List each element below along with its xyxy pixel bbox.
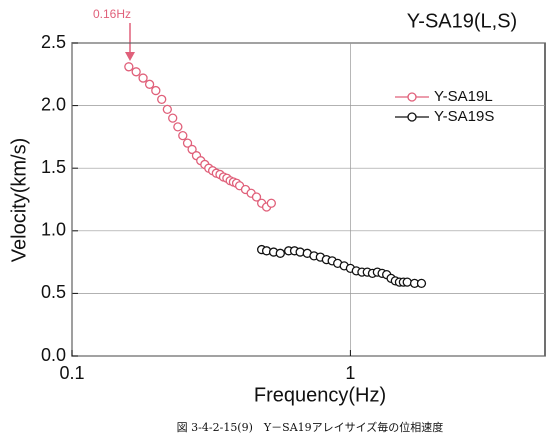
point: [124, 62, 134, 72]
point: [416, 278, 427, 289]
point: [173, 122, 183, 132]
point: [266, 198, 276, 208]
point: [178, 130, 188, 141]
annotation: 0.16Hz: [93, 7, 131, 21]
point: [144, 79, 155, 89]
legend-marker: [407, 112, 417, 122]
annotation-arrowhead: [125, 52, 135, 61]
point: [157, 94, 167, 104]
point: [168, 113, 178, 123]
point: [275, 248, 285, 258]
chart-title: Y-SA19(L,S): [407, 10, 517, 32]
point: [187, 144, 197, 155]
y-tick-label: 0.5: [41, 282, 66, 302]
y-tick-label: 1.5: [41, 157, 66, 177]
point: [138, 73, 148, 83]
x-tick-label: 1: [345, 363, 355, 383]
point: [162, 104, 172, 115]
point: [251, 192, 262, 202]
point: [131, 67, 141, 77]
y-tick-label: 1.0: [41, 220, 66, 240]
point: [402, 277, 412, 287]
y-tick-label: 2.5: [41, 32, 66, 52]
legend-label: Y-SA19S: [434, 108, 494, 125]
legend-marker: [407, 92, 417, 102]
x-axis-label: Frequency(Hz): [254, 384, 386, 406]
point: [182, 138, 193, 148]
caption: 図 3-4-2-15(9) Y－SA19アレイサイズ毎の位相速度: [177, 420, 444, 434]
y-axis-label: Velocity(km/s): [8, 138, 30, 262]
y-tick-label: 2.0: [41, 94, 66, 114]
point: [151, 85, 161, 96]
y-tick-label: 0.0: [41, 345, 66, 365]
x-tick-label: 0.1: [59, 363, 84, 383]
legend-label: Y-SA19L: [434, 88, 493, 105]
